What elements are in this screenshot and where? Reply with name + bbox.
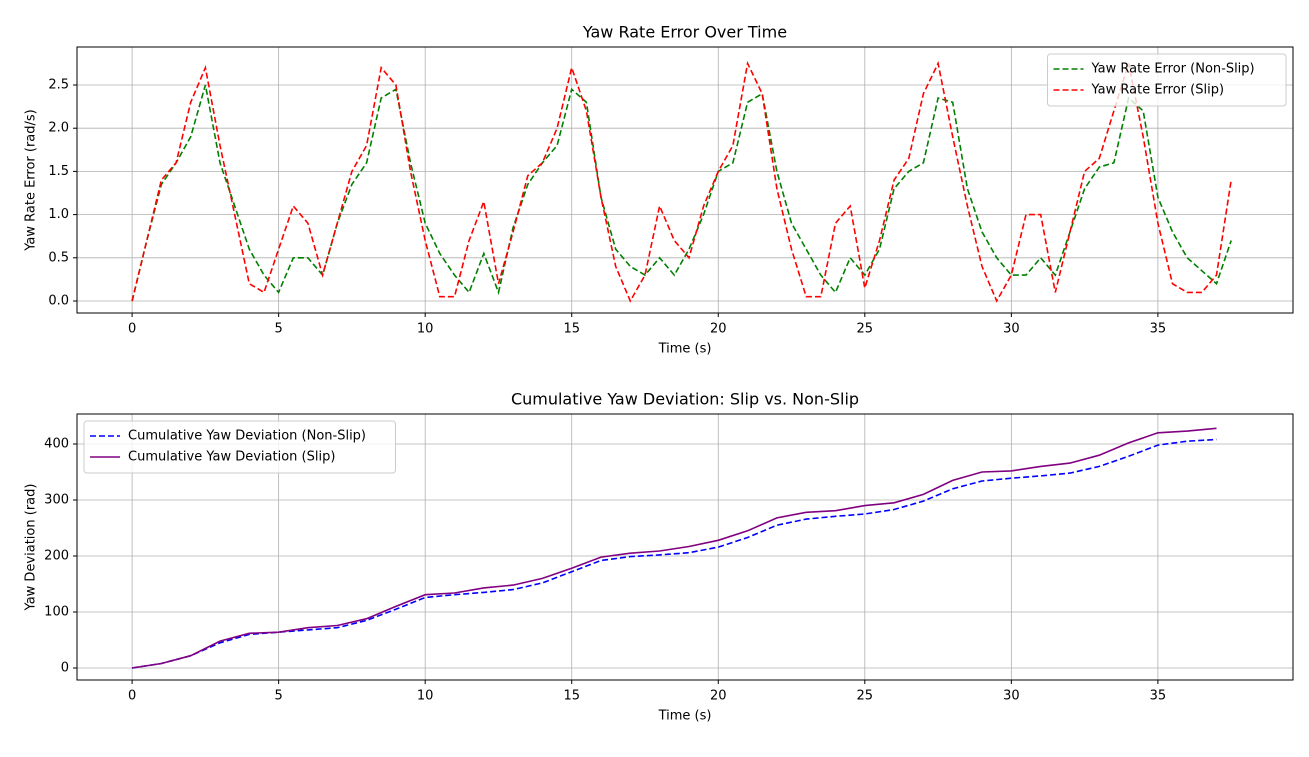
- x-tick-label: 35: [1150, 689, 1167, 704]
- series-line: [131, 427, 1217, 669]
- axes-frame: [76, 46, 1294, 314]
- y-tick-label: 2.5: [48, 78, 69, 93]
- legend-box: [83, 420, 396, 474]
- y-tick-label: 1.0: [48, 207, 69, 222]
- y-axis-label: Yaw Rate Error (rad/s): [24, 109, 39, 252]
- x-tick-label: 0: [128, 689, 136, 704]
- x-tick-label: 0: [128, 322, 136, 337]
- y-tick-label: 200: [44, 549, 69, 564]
- x-tick-label: 5: [275, 322, 283, 337]
- y-axis-label: Yaw Deviation (rad): [24, 484, 39, 612]
- x-tick-label: 20: [710, 689, 727, 704]
- series-line: [131, 438, 1217, 669]
- legend-label: Cumulative Yaw Deviation (Non-Slip): [128, 429, 366, 444]
- chart-title: Yaw Rate Error Over Time: [582, 23, 787, 42]
- x-tick-label: 30: [1003, 322, 1020, 337]
- x-tick-label: 15: [563, 689, 580, 704]
- chart-title: Cumulative Yaw Deviation: Slip vs. Non-S…: [511, 390, 859, 409]
- x-tick-label: 30: [1003, 689, 1020, 704]
- y-tick-label: 100: [44, 605, 69, 620]
- panel: Cumulative Yaw Deviation: Slip vs. Non-S…: [24, 390, 1294, 724]
- x-tick-label: 10: [417, 322, 434, 337]
- series-line: [131, 84, 1232, 302]
- panel: Yaw Rate Error Over Time 0 5 10 15 20 25 30 35 0.…: [24, 23, 1294, 357]
- x-tick-label: 35: [1150, 322, 1167, 337]
- legend-label: Yaw Rate Error (Non-Slip): [1091, 62, 1255, 77]
- y-tick-label: 0.5: [48, 250, 69, 265]
- axes-frame: [76, 413, 1294, 681]
- y-tick-label: 2.0: [48, 121, 69, 136]
- x-tick-label: 10: [417, 689, 434, 704]
- x-tick-label: 15: [563, 322, 580, 337]
- y-tick-label: 400: [44, 437, 69, 452]
- legend-label: Yaw Rate Error (Slip): [1091, 83, 1225, 98]
- x-axis-label: Time (s): [658, 342, 712, 357]
- x-tick-label: 5: [275, 689, 283, 704]
- legend-label: Cumulative Yaw Deviation (Slip): [128, 450, 335, 465]
- x-axis-label: Time (s): [658, 709, 712, 724]
- legend-box: [1047, 53, 1287, 107]
- y-tick-label: 1.5: [48, 164, 69, 179]
- y-tick-label: 0.0: [48, 293, 69, 308]
- y-tick-label: 0: [61, 661, 69, 676]
- x-tick-label: 20: [710, 322, 727, 337]
- x-tick-label: 25: [857, 689, 874, 704]
- series-line: [131, 60, 1232, 303]
- y-tick-label: 300: [44, 493, 69, 508]
- x-tick-label: 25: [857, 322, 874, 337]
